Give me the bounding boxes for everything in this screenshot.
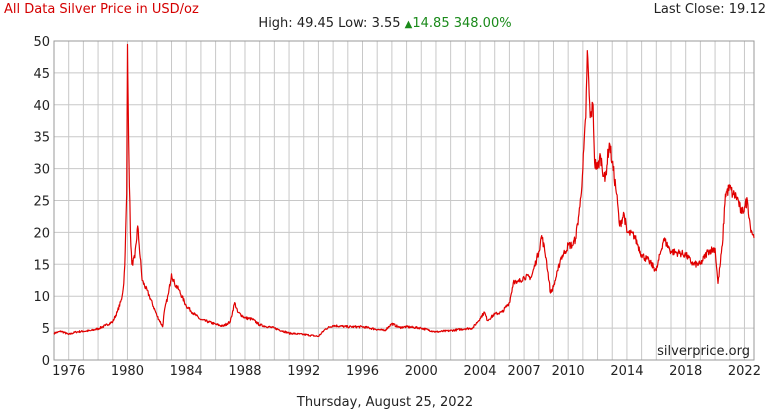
x-tick-label: 1980 [111, 364, 144, 379]
y-axis-ticks: 0 5 10 15 20 25 30 35 40 45 50 [33, 35, 50, 369]
y-tick-label: 0 [42, 354, 50, 369]
watermark: silverprice.org [657, 344, 750, 359]
x-tick-label: 2004 [463, 364, 496, 379]
x-tick-label: 2022 [728, 364, 761, 379]
high-label: High: 49.45 [258, 16, 335, 31]
y-tick-label: 25 [33, 195, 50, 210]
x-tick-label: 1984 [170, 364, 203, 379]
plot-frame [53, 40, 755, 361]
x-tick-label: 1988 [228, 364, 261, 379]
change-label: 14.85 348.00% [412, 16, 512, 31]
y-tick-label: 50 [33, 35, 50, 50]
x-tick-label: 2000 [405, 364, 438, 379]
price-stats: High: 49.45 Low: 3.55 ▲14.85 348.00% [0, 16, 770, 31]
x-tick-label: 1992 [287, 364, 320, 379]
x-tick-label: 2014 [610, 364, 643, 379]
silver-price-chart: 0 5 10 15 20 25 30 35 40 45 50 1976 1980 1984 1988 199… [33, 35, 761, 379]
x-tick-label: 1996 [346, 364, 379, 379]
x-tick-label: 2018 [669, 364, 702, 379]
up-arrow-icon: ▲ [404, 19, 413, 30]
y-tick-label: 20 [33, 226, 50, 241]
chart-title: All Data Silver Price in USD/oz [4, 2, 199, 17]
x-axis-ticks: 1976 1980 1984 1988 1992 1996 2000 2004 2007 2010… [52, 364, 761, 379]
y-tick-label: 10 [33, 290, 50, 305]
low-label: Low: 3.55 [338, 16, 401, 31]
series-line [53, 43, 755, 338]
y-tick-label: 5 [42, 322, 50, 337]
x-tick-label: 2010 [552, 364, 585, 379]
chart-grid [53, 40, 754, 361]
y-tick-label: 15 [33, 258, 50, 273]
y-tick-label: 40 [33, 99, 50, 114]
y-tick-label: 30 [33, 163, 50, 178]
footer-date: Thursday, August 25, 2022 [296, 395, 474, 410]
last-close-label: Last Close: 19.12 [653, 2, 766, 17]
x-tick-label: 1976 [52, 364, 85, 379]
y-tick-label: 45 [33, 67, 50, 82]
x-tick-label: 2007 [508, 364, 541, 379]
y-tick-label: 35 [33, 131, 50, 146]
